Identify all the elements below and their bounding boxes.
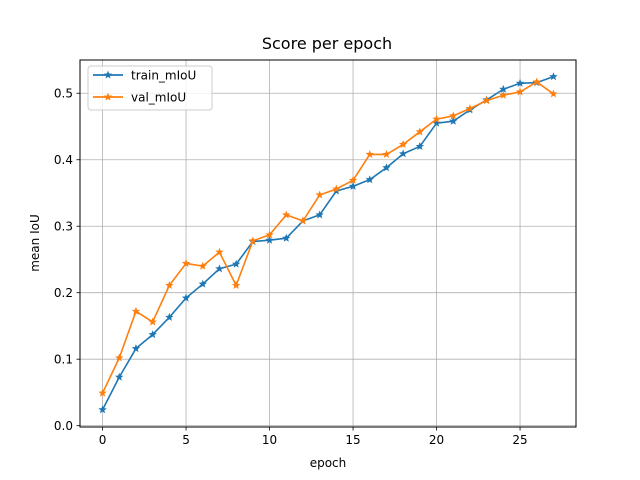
chart-title: Score per epoch — [262, 34, 392, 53]
data-point — [165, 312, 174, 321]
legend-marker-val — [103, 92, 113, 101]
data-point — [298, 216, 308, 225]
data-point — [432, 118, 441, 127]
data-point — [131, 306, 141, 315]
data-point — [131, 344, 141, 353]
data-point — [315, 190, 324, 199]
data-point — [549, 72, 558, 81]
data-point — [432, 114, 441, 123]
data-point — [449, 116, 458, 125]
data-point — [398, 140, 408, 148]
series-val_mIoU — [98, 77, 558, 397]
data-point — [449, 111, 458, 120]
x-tick-label: 10 — [262, 433, 277, 447]
data-point — [215, 247, 224, 256]
data-point — [231, 259, 241, 268]
data-point — [265, 235, 274, 244]
y-tick-label: 0.5 — [54, 87, 73, 101]
data-point — [382, 163, 391, 172]
data-point — [398, 149, 408, 158]
series-layer — [98, 72, 558, 414]
data-point — [181, 293, 191, 302]
legend-box — [87, 65, 213, 111]
data-point — [115, 372, 124, 381]
data-point — [148, 330, 157, 339]
data-point — [165, 280, 174, 289]
data-point — [198, 261, 207, 270]
y-tick-label: 0.3 — [54, 220, 73, 234]
legend: train_mIoU val_mIoU — [87, 65, 213, 111]
series-line — [101, 81, 554, 394]
x-axis-ticks: 0 5 10 15 20 25 — [99, 427, 528, 447]
data-point — [365, 175, 374, 184]
y-axis-ticks: 0.0 0.1 0.2 0.3 0.4 0.5 — [54, 87, 80, 433]
data-point — [332, 184, 341, 193]
y-axis-label: mean IoU — [28, 214, 42, 272]
data-point — [198, 279, 207, 288]
legend-marker-train — [103, 70, 113, 79]
data-point — [282, 233, 291, 242]
legend-star-marker — [103, 70, 113, 79]
y-tick-label: 0.0 — [54, 419, 73, 433]
x-tick-label: 0 — [99, 433, 107, 447]
data-point — [382, 150, 391, 158]
x-tick-label: 20 — [429, 433, 444, 447]
x-tick-label: 5 — [182, 433, 190, 447]
data-point — [265, 230, 274, 239]
data-point — [549, 89, 558, 98]
data-point — [148, 317, 157, 326]
data-point — [115, 353, 124, 362]
data-point — [515, 87, 525, 96]
data-point — [499, 84, 508, 93]
legend-star-marker — [103, 92, 113, 101]
data-point — [348, 175, 358, 184]
data-point — [282, 210, 291, 219]
data-point — [415, 127, 425, 136]
data-point — [499, 90, 508, 99]
x-tick-label: 15 — [345, 433, 360, 447]
data-point — [482, 96, 491, 105]
legend-label-val: val_mIoU — [131, 91, 186, 105]
y-tick-label: 0.4 — [54, 153, 73, 167]
data-point — [348, 181, 358, 190]
y-tick-label: 0.2 — [54, 286, 73, 300]
x-tick-label: 25 — [512, 433, 527, 447]
data-point — [415, 142, 425, 150]
data-point — [532, 77, 541, 86]
plot-frame — [79, 59, 577, 428]
y-tick-label: 0.1 — [54, 353, 73, 367]
data-point — [315, 210, 324, 219]
data-point — [248, 236, 258, 245]
data-point — [465, 104, 475, 113]
grid-lines — [80, 60, 576, 427]
data-point — [181, 259, 191, 268]
data-point — [515, 78, 525, 87]
x-axis-label: epoch — [310, 456, 347, 470]
data-point — [98, 405, 107, 414]
legend-label-train: train_mIoU — [131, 69, 196, 83]
data-point — [98, 388, 107, 397]
data-point — [231, 280, 241, 289]
data-point — [365, 150, 374, 158]
data-point — [215, 264, 224, 273]
